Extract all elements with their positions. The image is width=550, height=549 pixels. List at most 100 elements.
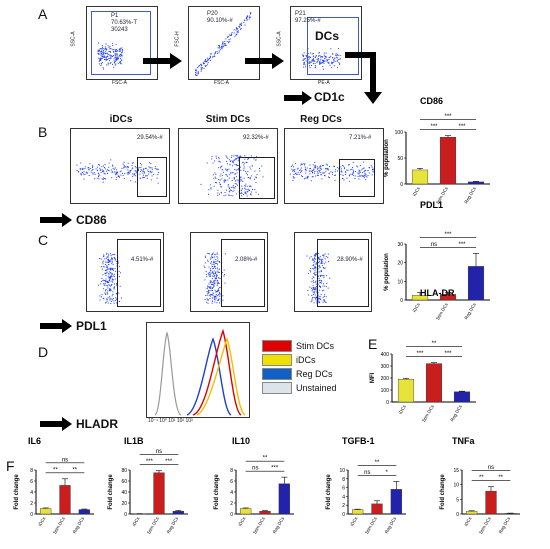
scatter-dot — [259, 168, 260, 170]
category-label: iDCs — [412, 301, 422, 313]
sig-label: ** — [72, 467, 77, 473]
scatter-dot — [213, 261, 215, 263]
title-reg-dcs: Reg DCs — [300, 114, 342, 125]
scatter-dot — [114, 50, 116, 52]
category-label: iDCs — [463, 515, 473, 527]
scatter-dot — [343, 165, 345, 167]
bar — [59, 485, 71, 515]
scatter-dot — [314, 267, 316, 269]
scatter-dot — [140, 170, 142, 172]
scatter-dot — [114, 61, 116, 62]
scatter-dot — [336, 59, 338, 61]
scatter-dot — [210, 187, 212, 189]
scatter-dot — [203, 63, 205, 65]
scatter-dot — [102, 256, 104, 258]
scatter-dot — [236, 31, 238, 33]
scatter-dot — [221, 44, 223, 46]
scatter-dot — [115, 63, 117, 65]
scatter-dot — [314, 289, 316, 291]
y-axis-label: % population — [384, 139, 390, 177]
scatter-dot — [307, 175, 309, 177]
scatter-dot — [226, 169, 228, 170]
scatter-dot — [314, 60, 316, 62]
scatter-dot — [249, 177, 251, 179]
scatter-dot — [323, 52, 325, 54]
scatter-dot — [318, 257, 319, 259]
category-label: iDCs — [131, 515, 141, 527]
scatter-dot — [104, 164, 106, 166]
scatter-dot — [229, 163, 231, 165]
scatter-dot — [122, 174, 124, 176]
scatter-dot — [94, 178, 96, 180]
scatter-dot — [334, 60, 336, 62]
scatter-dot — [214, 301, 216, 303]
scatter-dot — [107, 255, 109, 257]
scatter-dot — [215, 291, 217, 293]
scatter-dot — [105, 48, 107, 50]
y-tick-label: 0 — [342, 512, 345, 518]
scatter-dot — [110, 48, 112, 50]
scatter-dot — [317, 296, 319, 298]
scatter-dot — [229, 174, 231, 176]
scatter-dot — [115, 300, 117, 302]
scatter-dot — [147, 169, 149, 171]
scatter-dot — [109, 289, 110, 291]
scatter-dot — [221, 46, 223, 47]
scatter-dot — [140, 169, 142, 170]
sig-label: *** — [444, 351, 452, 357]
scatter-dot — [324, 58, 326, 60]
scatter-dot — [106, 292, 108, 294]
scatter-dot — [363, 176, 365, 178]
scatter-dot — [108, 162, 110, 164]
scatter-dot — [241, 22, 243, 24]
scatter-dot — [248, 18, 250, 20]
scatter-dot — [312, 169, 314, 171]
scatter-dot — [218, 45, 220, 46]
scatter-dot — [213, 284, 215, 286]
scatter-dot — [106, 299, 108, 301]
plot-p21-xlabel: PE-A — [318, 80, 330, 86]
scatter-dot — [106, 298, 108, 300]
category-label: Reg DCs — [166, 515, 180, 534]
scatter-dot — [206, 294, 208, 296]
bar — [397, 379, 415, 403]
scatter-dot — [372, 170, 374, 172]
scatter-dot — [206, 298, 208, 300]
scatter-dot — [308, 58, 310, 60]
scatter-dot — [336, 55, 338, 57]
category-label: iDCs — [237, 515, 247, 527]
scatter-dot — [245, 183, 247, 185]
scatter-dot — [98, 60, 100, 62]
bar — [371, 503, 383, 515]
panel-label-d: D — [38, 344, 49, 360]
scatter-dot — [236, 164, 238, 166]
scatter-dot — [101, 48, 103, 50]
scatter-dot — [133, 174, 135, 176]
scatter-dot — [108, 260, 110, 262]
scatter-dot — [349, 175, 350, 177]
scatter-dot — [114, 53, 116, 55]
scatter-dot — [310, 256, 312, 258]
scatter-dot — [111, 258, 113, 260]
scatter-dot — [126, 167, 128, 169]
scatter-dot — [318, 302, 320, 304]
bar — [352, 509, 364, 515]
scatter-dot — [207, 252, 209, 254]
cd1c-label: CD1c — [314, 90, 345, 104]
scatter-dot — [315, 274, 317, 275]
scatter-dot — [325, 170, 327, 172]
scatter-dot — [311, 287, 312, 289]
scatter-dot — [232, 195, 234, 197]
scatter-dot — [215, 173, 217, 175]
bar — [425, 363, 443, 403]
scatter-dot — [303, 63, 305, 65]
legend-reg-dcs: Reg DCs — [262, 368, 333, 380]
scatter-dot — [222, 295, 224, 297]
scatter-dot — [233, 187, 235, 189]
scatter-dot — [239, 26, 241, 28]
scatter-dot — [222, 41, 224, 43]
scatter-dot — [105, 178, 106, 180]
scatter-dot — [233, 29, 235, 31]
scatter-dot — [82, 168, 84, 170]
scatter-dot — [323, 299, 325, 301]
